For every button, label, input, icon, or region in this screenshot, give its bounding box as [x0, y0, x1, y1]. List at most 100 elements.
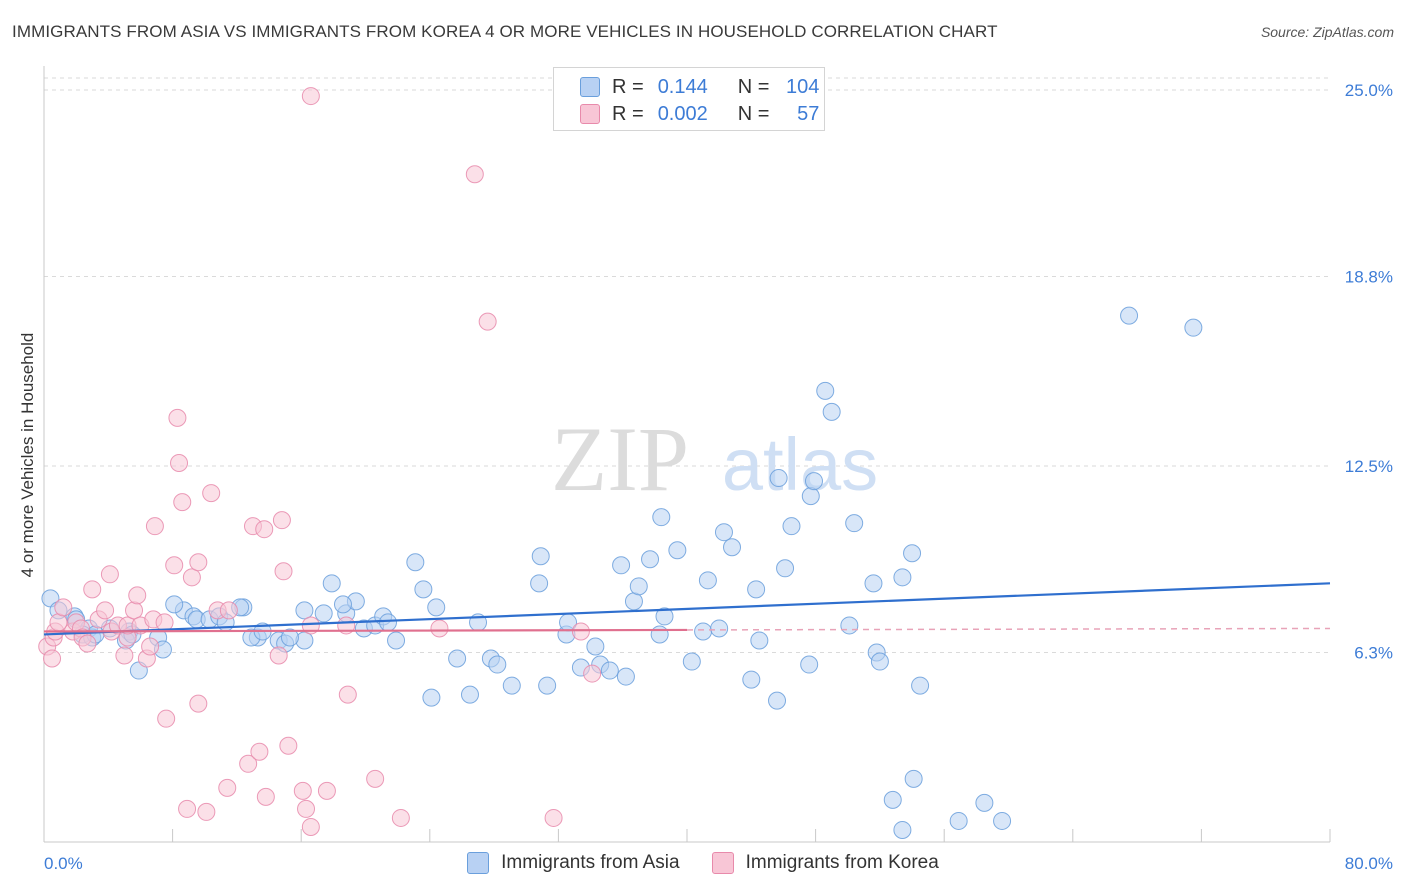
data-point-asia: [502, 676, 521, 695]
data-point-korea: [272, 511, 291, 530]
legend-row-korea: R = 0.002 N = 57: [580, 101, 819, 127]
data-point-asia: [427, 598, 446, 617]
data-point-korea: [189, 694, 208, 713]
data-point-korea: [157, 709, 176, 728]
data-point-asia: [333, 595, 352, 614]
data-point-asia: [641, 550, 660, 569]
data-point-korea: [100, 565, 119, 584]
series-legend-asia[interactable]: Immigrants from Asia: [467, 852, 680, 874]
data-point-korea: [317, 781, 336, 800]
x-tick-label-min: 0.0%: [44, 854, 83, 873]
data-point-asia: [682, 652, 701, 671]
data-point-asia: [448, 649, 467, 668]
data-point-asia: [747, 580, 766, 599]
data-point-asia: [652, 508, 671, 527]
data-point-korea: [54, 598, 73, 617]
data-point-korea: [297, 799, 316, 818]
data-point-asia: [714, 523, 733, 542]
data-point-asia: [531, 547, 550, 566]
data-point-asia: [893, 820, 912, 839]
data-point-asia: [460, 685, 479, 704]
data-point-asia: [322, 574, 341, 593]
legend-n-value: 104: [786, 75, 820, 98]
data-point-korea: [168, 408, 187, 427]
data-point-asia: [893, 568, 912, 587]
data-point-asia: [750, 631, 769, 650]
data-point-korea: [128, 586, 147, 605]
series-legend: Immigrants from Asia Immigrants from Kor…: [0, 852, 1406, 874]
data-point-asia: [280, 628, 299, 647]
series-legend-korea[interactable]: Immigrants from Korea: [711, 852, 939, 874]
legend-r-label: R =: [612, 75, 644, 98]
trend-line-asia: [43, 582, 1331, 636]
data-point-korea: [301, 817, 320, 836]
data-point-asia: [422, 688, 441, 707]
legend-swatch-korea: [580, 104, 600, 124]
legend-r-value: 0.144: [657, 75, 708, 98]
y-tick-label: 18.8%: [1345, 268, 1393, 287]
data-point-asia: [800, 655, 819, 674]
data-point-korea: [173, 493, 192, 512]
data-point-korea: [165, 556, 184, 575]
data-point-korea: [279, 736, 298, 755]
data-point-asia: [406, 553, 425, 572]
data-point-korea: [78, 634, 97, 653]
series-label-korea: Immigrants from Korea: [745, 852, 939, 873]
data-point-asia: [904, 769, 923, 788]
data-point-korea: [189, 553, 208, 572]
data-point-korea: [391, 808, 410, 827]
legend-n-label: N =: [737, 75, 770, 98]
data-point-korea: [293, 781, 312, 800]
data-point-korea: [583, 664, 602, 683]
legend-n-label: N =: [737, 102, 770, 125]
data-point-asia: [387, 631, 406, 650]
data-point-korea: [478, 312, 497, 331]
data-point-korea: [571, 622, 590, 641]
y-tick-label: 6.3%: [1354, 644, 1393, 663]
data-point-korea: [96, 601, 115, 620]
data-point-asia: [314, 604, 333, 623]
data-point-asia: [414, 580, 433, 599]
data-point-korea: [49, 613, 68, 632]
x-tick-labels: 0.0% 80.0%: [44, 854, 1393, 873]
y-axis-label: 4 or more Vehicles in Household: [18, 332, 37, 578]
data-point-korea: [218, 778, 237, 797]
series-swatch-asia: [467, 852, 490, 874]
source-label: Source: ZipAtlas.com: [1260, 24, 1394, 40]
data-point-asia: [949, 811, 968, 830]
data-point-asia: [911, 676, 930, 695]
data-point-asia: [710, 619, 729, 638]
correlation-legend: R = 0.144 N = 104 R = 0.002 N = 57: [553, 67, 825, 131]
data-point-korea: [338, 685, 357, 704]
data-point-korea: [219, 601, 238, 620]
data-point-korea: [141, 637, 160, 656]
data-point-asia: [723, 538, 742, 557]
data-point-asia: [993, 811, 1012, 830]
data-point-asia: [768, 691, 787, 710]
data-point-asia: [379, 613, 398, 632]
data-point-korea: [256, 787, 275, 806]
data-point-asia: [845, 514, 864, 533]
data-point-asia: [776, 559, 795, 578]
data-point-korea: [83, 580, 102, 599]
data-point-asia: [600, 661, 619, 680]
data-point-korea: [43, 649, 62, 668]
data-point-asia: [769, 469, 788, 488]
trend-lines: [43, 582, 1331, 636]
data-point-asia: [822, 402, 841, 421]
data-point-korea: [115, 646, 134, 665]
data-point-asia: [655, 607, 674, 626]
data-point-korea: [182, 568, 201, 587]
data-point-korea: [465, 165, 484, 184]
data-point-asia: [698, 571, 717, 590]
series-swatch-korea: [711, 852, 734, 874]
data-point-asia: [742, 670, 761, 689]
data-point-korea: [197, 802, 216, 821]
data-point-asia: [864, 574, 883, 593]
data-point-korea: [125, 601, 144, 620]
data-point-korea: [301, 616, 320, 635]
y-tick-label: 25.0%: [1345, 81, 1393, 100]
data-point-korea: [178, 799, 197, 818]
y-tick-label: 12.5%: [1345, 457, 1393, 476]
